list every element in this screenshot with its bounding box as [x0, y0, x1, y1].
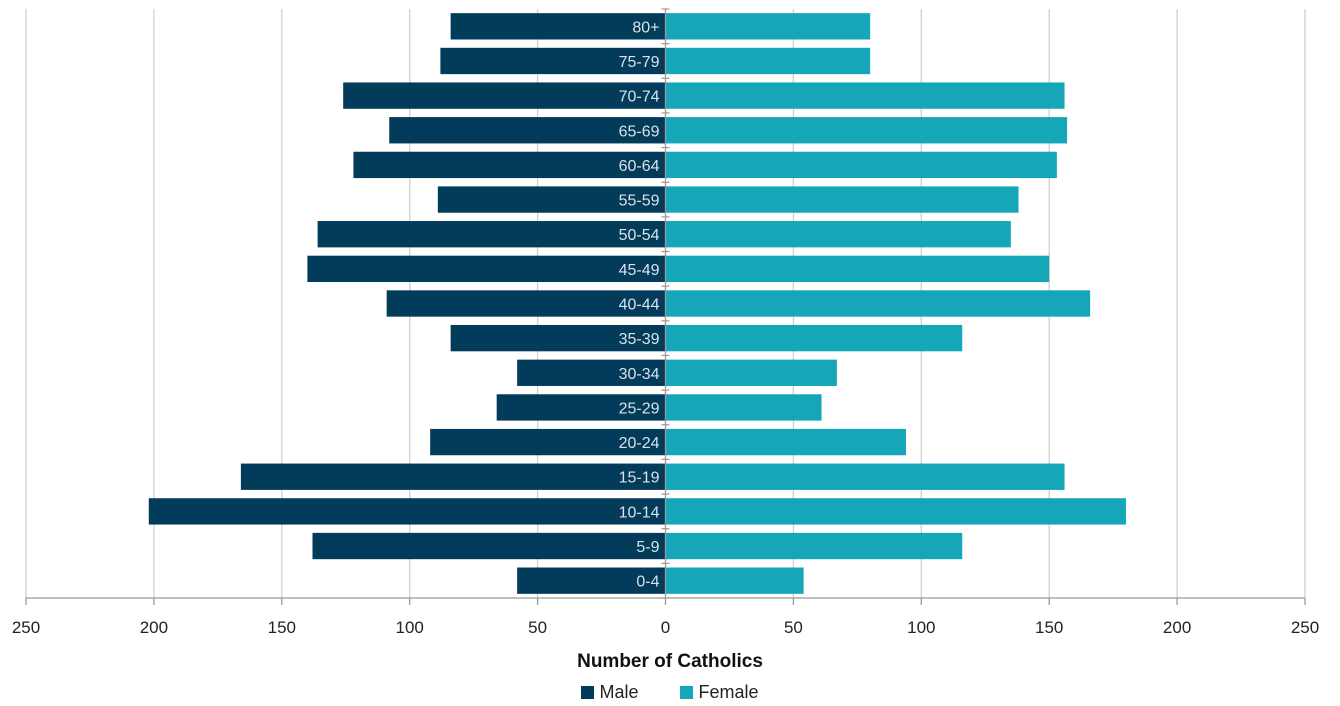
tick-label: 150: [268, 618, 296, 637]
bar-female-50-54: [665, 221, 1011, 248]
legend-item-male: Male: [581, 682, 638, 703]
bar-male-0-4: [517, 567, 666, 594]
tick-label: 250: [1291, 618, 1319, 637]
tick-label: 50: [784, 618, 803, 637]
category-label: 55-59: [619, 193, 660, 210]
bar-female-15-19: [665, 463, 1065, 490]
category-label: 45-49: [619, 262, 660, 279]
legend-item-female: Female: [680, 681, 759, 703]
bar-male-80+: [450, 13, 666, 40]
tick-label: 100: [396, 618, 424, 637]
legend-swatch-female: [680, 685, 694, 699]
tick-label: 250: [12, 618, 40, 637]
bar-female-70-74: [665, 82, 1065, 109]
tick-label: 50: [528, 618, 547, 637]
bar-male-40-44: [386, 290, 666, 317]
bar-male-20-24: [430, 428, 666, 456]
bar-male-50-54: [317, 221, 666, 248]
bar-female-25-29: [665, 394, 822, 421]
bar-female-30-34: [665, 359, 837, 386]
bar-female-40-44: [665, 290, 1091, 317]
bar-male-70-74: [343, 82, 666, 109]
bar-male-10-14: [148, 498, 666, 525]
tick-label: 200: [1163, 618, 1191, 637]
bars: [148, 13, 1126, 594]
category-label: 0-4: [636, 574, 659, 591]
bar-female-45-49: [665, 255, 1050, 283]
legend-label-male: Male: [599, 681, 639, 702]
tick-label: 100: [907, 618, 935, 637]
category-label: 40-44: [619, 297, 660, 314]
bar-male-60-64: [353, 151, 666, 179]
category-label: 65-69: [619, 123, 660, 140]
bar-male-35-39: [450, 324, 666, 352]
bar-female-80+: [665, 13, 871, 40]
legend-label-female: Female: [698, 681, 759, 702]
bar-male-25-29: [496, 394, 666, 421]
category-label: 35-39: [619, 331, 660, 348]
bar-female-55-59: [665, 186, 1019, 213]
bar-female-35-39: [665, 324, 963, 352]
category-label: 30-34: [619, 366, 660, 383]
tick-label: 150: [1035, 618, 1063, 637]
category-label: 50-54: [619, 227, 660, 244]
bar-female-10-14: [665, 498, 1126, 525]
x-axis-title: Number of Catholics: [577, 651, 763, 672]
bar-male-15-19: [240, 463, 666, 490]
bar-male-45-49: [307, 255, 666, 283]
category-label: 5-9: [636, 539, 659, 556]
x-axis: 250 200 150 100 50 0 50 100 150 200 250: [12, 8, 1319, 637]
bar-male-75-79: [440, 47, 666, 75]
tick-label: 200: [140, 618, 168, 637]
legend: Male Female: [0, 680, 1340, 704]
bar-female-5-9: [665, 532, 963, 560]
category-label: 80+: [632, 19, 659, 36]
category-label: 10-14: [619, 504, 660, 521]
bar-female-0-4: [665, 567, 804, 594]
category-label: 25-29: [619, 400, 660, 417]
bar-male-65-69: [389, 117, 666, 144]
category-label: 15-19: [619, 470, 660, 487]
bar-male-55-59: [437, 186, 666, 213]
bar-male-30-34: [517, 359, 666, 386]
bar-female-60-64: [665, 151, 1057, 179]
category-labels: 0-4 5-9 10-14 15-19 20-24 25-29 30-34 35-39 40-4…: [619, 19, 660, 590]
bar-female-65-69: [665, 117, 1068, 144]
tick-label: 0: [661, 618, 670, 637]
bar-female-20-24: [665, 428, 906, 456]
category-label: 20-24: [619, 435, 660, 452]
category-label: 60-64: [619, 158, 660, 175]
category-label: 75-79: [619, 54, 660, 71]
bar-male-5-9: [312, 532, 666, 560]
legend-swatch-male: [581, 685, 595, 699]
category-label: 70-74: [619, 89, 660, 106]
bar-female-75-79: [665, 47, 871, 75]
